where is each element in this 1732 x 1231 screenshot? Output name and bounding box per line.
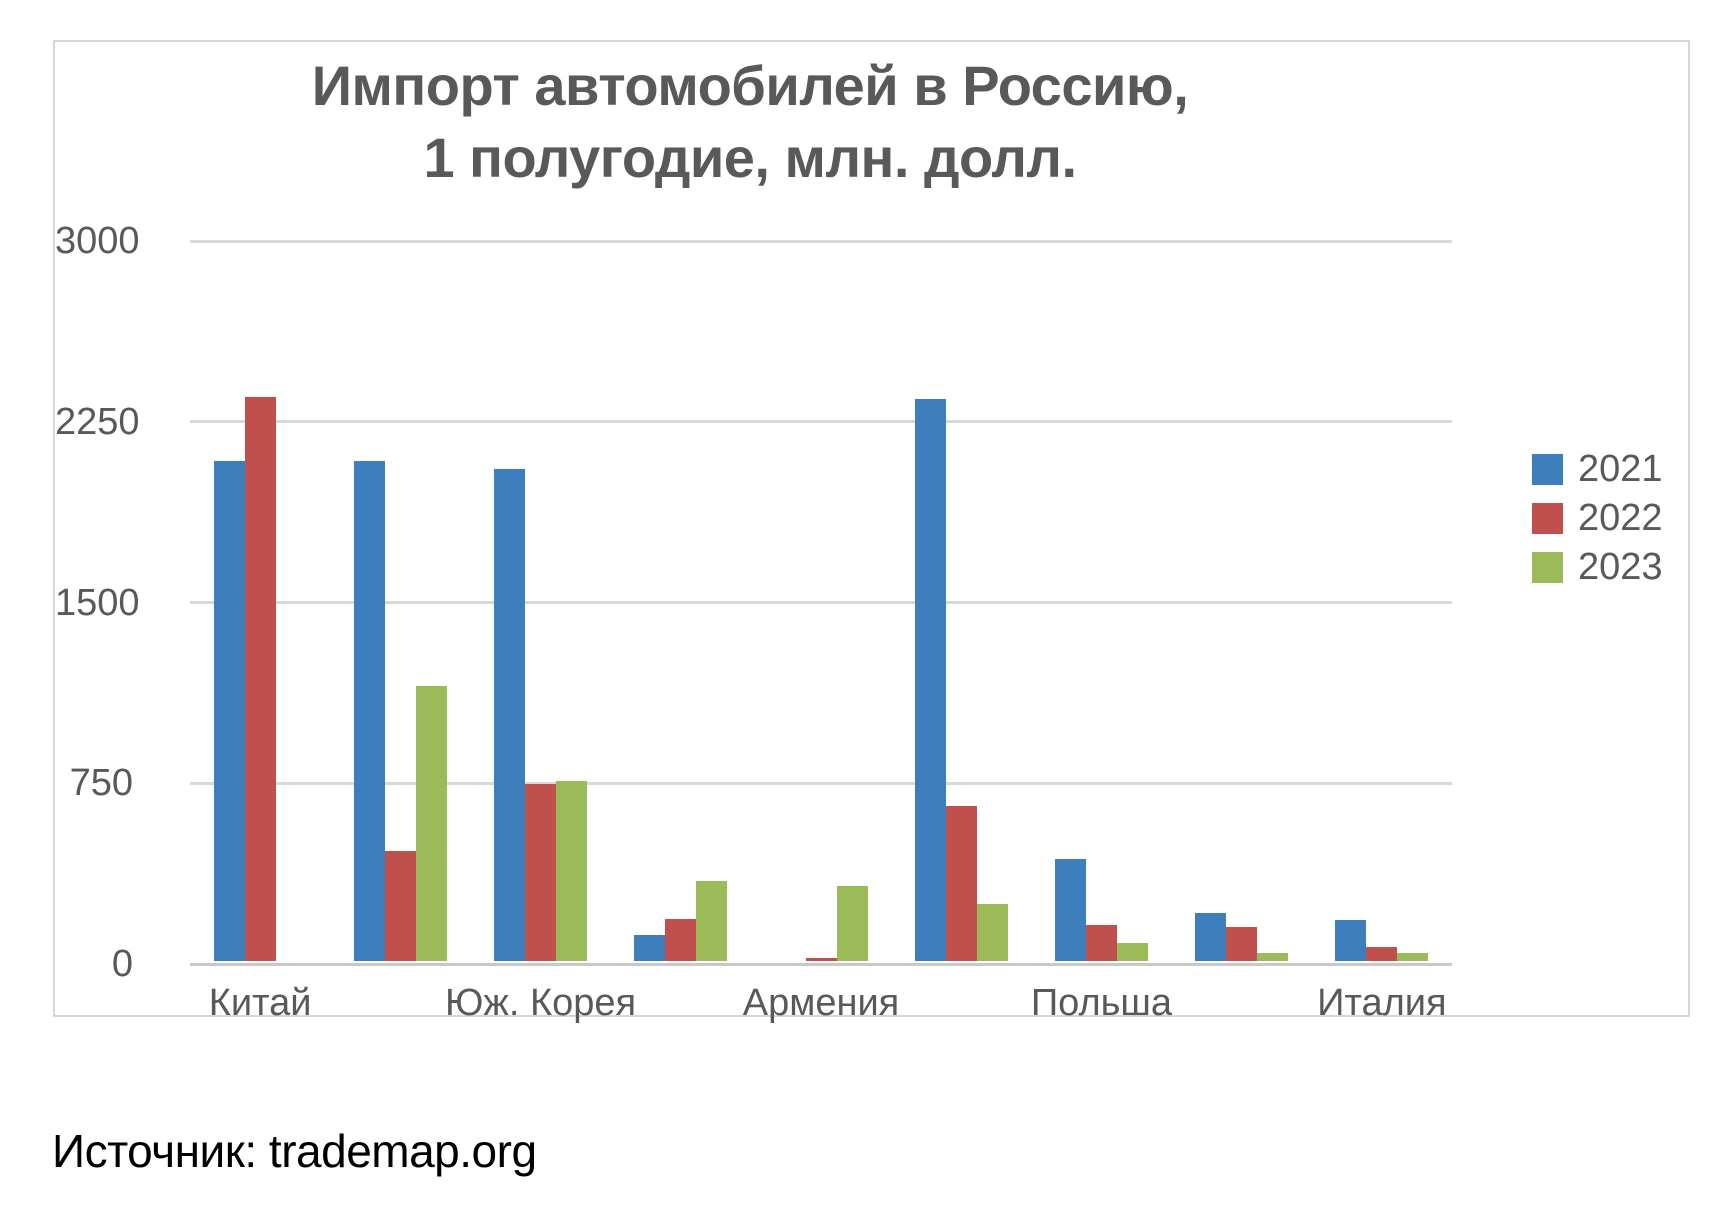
- chart-title: Импорт автомобилей в Россию, 1 полугодие…: [140, 50, 1360, 193]
- x-axis-label: Армения: [742, 982, 900, 1024]
- chart-title-line-1: Импорт автомобилей в Россию,: [311, 54, 1189, 117]
- source-text: Источник: trademap.org: [52, 1125, 537, 1177]
- bar-2023: [1397, 952, 1429, 961]
- bar-2021: [494, 469, 526, 961]
- chart-frame: Импорт автомобилей в Россию, 1 полугодие…: [53, 40, 1690, 1024]
- x-axis-label: Юж. Корея: [445, 982, 637, 1024]
- gridline: [190, 420, 1452, 424]
- legend: 2021 2022 2023: [1532, 450, 1663, 586]
- x-axis-line: [190, 962, 1452, 966]
- legend-swatch: [1532, 453, 1563, 485]
- gridline: [190, 601, 1452, 604]
- bar-2022: [1085, 924, 1117, 961]
- bar-2021: [1335, 920, 1367, 961]
- legend-label: 2023: [1578, 546, 1663, 588]
- bar-2023: [836, 885, 868, 961]
- x-axis-labels: Китай Юж. Корея Армения Польша Италия: [190, 982, 1452, 1032]
- bar-2022: [945, 805, 977, 961]
- bar-2022: [665, 918, 697, 961]
- bar-2021: [213, 460, 245, 961]
- bar-2023: [415, 686, 447, 961]
- bar-2022: [384, 851, 416, 961]
- bar-2023: [1257, 952, 1289, 961]
- legend-row: 2021: [1532, 450, 1663, 488]
- bar-2022: [805, 958, 837, 961]
- y-tick-label: 2250: [55, 400, 140, 443]
- y-tick-label: 750: [69, 762, 133, 805]
- bar-2022: [244, 397, 276, 961]
- plot-area: [190, 239, 1452, 966]
- legend-label: 2022: [1578, 497, 1663, 539]
- bar-2023: [1116, 942, 1148, 961]
- legend-row: 2023: [1532, 548, 1663, 586]
- legend-label: 2021: [1578, 448, 1663, 490]
- bar-2023: [556, 781, 588, 961]
- x-axis-label: Италия: [1317, 982, 1447, 1024]
- y-axis-labels: 0 750 1500 2250 3000: [55, 222, 140, 983]
- bar-2022: [525, 783, 557, 961]
- y-tick-label: 3000: [55, 220, 140, 262]
- bar-2021: [634, 934, 666, 961]
- gridline: [190, 239, 1452, 243]
- y-tick-label: 1500: [55, 581, 140, 624]
- y-tick-label: 0: [111, 943, 133, 985]
- bar-2021: [1195, 912, 1227, 961]
- legend-swatch: [1532, 502, 1563, 534]
- bar-2023: [696, 881, 728, 961]
- bar-2021: [1054, 858, 1086, 961]
- x-axis-label: Польша: [1030, 982, 1173, 1024]
- bar-2021: [914, 399, 946, 961]
- chart-title-line-2: 1 полугодие, млн. долл.: [423, 125, 1077, 189]
- legend-row: 2022: [1532, 499, 1663, 537]
- bar-2021: [353, 460, 385, 961]
- bar-2023: [976, 904, 1008, 961]
- bar-2022: [1226, 927, 1258, 961]
- gridline: [190, 781, 1452, 785]
- bar-2022: [1366, 946, 1398, 961]
- x-axis-label: Китай: [208, 982, 312, 1024]
- legend-swatch: [1532, 551, 1563, 583]
